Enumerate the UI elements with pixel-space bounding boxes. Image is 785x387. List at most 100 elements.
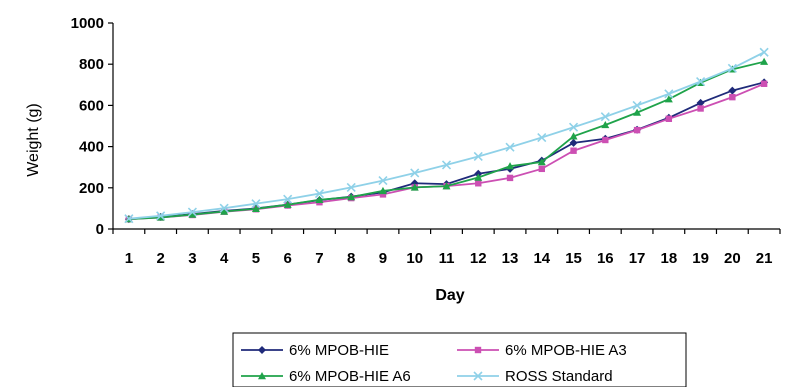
data-point [537,132,547,143]
data-point [537,158,546,166]
data-point [601,120,610,129]
x-tick-label: 8 [347,250,355,267]
data-point [569,132,578,140]
x-tick-label: 6 [284,250,292,267]
data-point [538,165,545,173]
data-point-stroke [441,160,452,170]
data-point [664,89,674,99]
series-6-mpob-hie-a6 [124,57,769,223]
data-point-stroke [124,214,134,224]
data-point [258,372,266,380]
legend: 6% MPOB-HIE 6% MPOB-HIE A3 6% MPOB-HIE A6 R… [232,332,687,387]
data-point [506,162,515,170]
x-axis-title: Day [435,287,464,304]
legend-label: 6% MPOB-HIE A6 [289,368,411,385]
data-point-stroke [219,203,229,213]
data-point [442,182,451,190]
series-line [128,51,765,220]
legend-item: 6% MPOB-HIE [241,342,389,359]
y-tick-label: 200 [79,180,104,197]
data-point [378,176,388,186]
data-point [602,136,609,144]
y-tick-label: 600 [79,97,104,114]
series-line [128,82,765,221]
x-tick-label: 15 [565,250,582,267]
data-point [220,207,229,215]
data-point [570,147,577,154]
data-point [696,98,705,107]
data-point-stroke [568,122,579,132]
y-tick-label: 1000 [71,15,104,32]
x-tick-label: 11 [439,250,455,267]
data-point [474,346,482,354]
data-point [664,95,673,103]
data-point-stroke [664,89,674,99]
data-point-stroke [156,211,166,221]
y-tick-label: 0 [96,221,104,238]
data-point [633,126,641,134]
data-point [760,57,769,65]
series-6-mpob-hie [124,78,769,224]
data-point [696,76,706,87]
data-point-stroke [410,168,420,178]
data-point [258,346,266,354]
data-point [760,80,768,87]
data-point [759,47,769,57]
series-line [128,81,765,221]
data-point [283,194,293,204]
data-point [378,186,387,195]
data-point [347,193,356,201]
x-tick-label: 7 [315,250,323,267]
legend-item: 6% MPOB-HIE A3 [457,342,627,359]
x-tick-label: 5 [252,250,260,267]
data-point-stroke [473,151,483,162]
series-line [128,60,765,221]
legend-label: ROSS Standard [505,368,613,385]
x-tick-label: 9 [379,250,387,267]
data-point [441,160,452,170]
legend-box [232,332,687,387]
x-tick-label: 20 [724,250,741,267]
data-point-stroke [696,76,706,87]
series-ross-standard [124,47,769,224]
legend-item: ROSS Standard [457,368,613,385]
x-tick-label: 13 [502,250,519,267]
y-tick-label: 800 [79,56,104,73]
data-point-stroke [378,176,388,186]
data-point [410,168,420,178]
data-point [632,100,642,110]
data-point-stroke [251,199,261,209]
x-tick-label: 12 [470,250,487,267]
x-tick-label: 10 [406,250,423,267]
data-point-stroke [727,63,737,73]
data-point-stroke [505,142,515,152]
data-point [568,122,579,132]
data-point [600,112,610,122]
data-point [697,105,704,112]
x-tick-label: 17 [629,250,646,267]
data-point-stroke [346,182,356,192]
x-tick-label: 3 [188,250,196,267]
data-point-stroke [759,47,769,57]
y-axis-title: Weight (g) [25,103,42,177]
data-point [314,189,325,199]
data-point [379,191,387,198]
data-point-stroke [314,189,325,199]
data-point [187,207,197,217]
data-point [156,211,166,221]
data-point-stroke [537,132,547,143]
x-tick-label: 16 [597,250,614,267]
y-tick-label: 400 [79,139,104,156]
data-point-stroke [632,100,642,110]
data-point [475,180,482,187]
data-point [219,203,229,213]
data-point [346,182,356,192]
data-point [633,108,642,116]
data-point [315,195,324,203]
x-tick-label: 1 [125,250,133,267]
series-layer [124,47,769,224]
x-tick-label: 2 [156,250,164,267]
data-point [729,93,736,101]
data-point [124,214,134,224]
